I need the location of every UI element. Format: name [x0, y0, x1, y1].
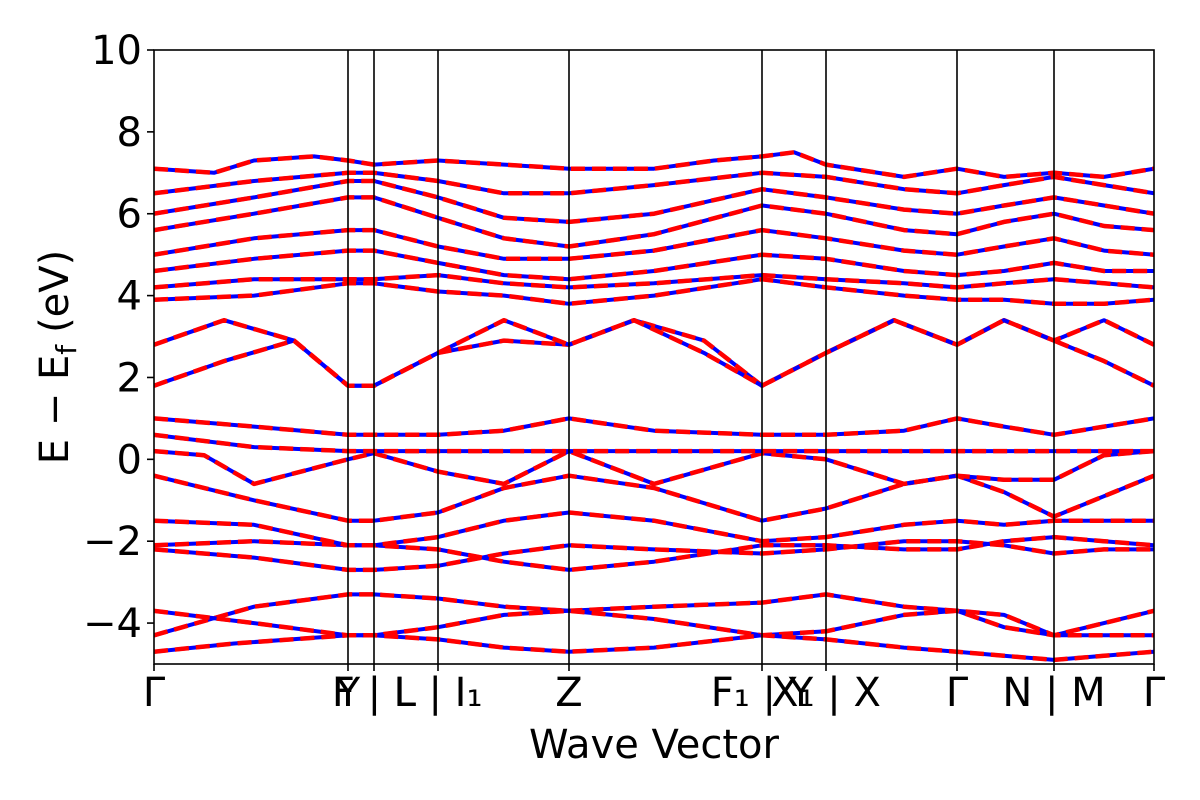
- y-axis-title: E − Ef (eV): [32, 250, 83, 465]
- x-axis-ticks: Γ YF | LL | I₁ Z F₁ | YX₁ | X Γ N | M Γ: [143, 664, 1166, 716]
- band-18-dashed: [154, 170, 1154, 196]
- band-8-dashed: [154, 432, 1154, 454]
- y-axis-title-unit: (eV): [32, 250, 78, 333]
- x-tick-label: Γ: [946, 670, 969, 716]
- band-5-dashed: [154, 510, 1154, 548]
- bands-layer: [154, 150, 1154, 663]
- band-6-dashed: [154, 473, 1154, 523]
- x-tick-label: Z: [555, 670, 582, 716]
- y-axis-ticks: −4 −2 0 2 4 6 8 10: [83, 28, 154, 647]
- x-tick-label: N | M: [1002, 670, 1105, 716]
- band-17-dashed: [154, 178, 1154, 225]
- y-tick-label: −2: [83, 519, 142, 565]
- x-tick-label: X₁ | X: [771, 670, 881, 716]
- band-9-dashed: [154, 416, 1154, 438]
- band-16-dashed: [154, 195, 1154, 249]
- plot-background: [154, 50, 1154, 664]
- y-tick-label: 4: [117, 274, 142, 320]
- band-13-dashed: [154, 276, 1154, 307]
- x-tick-label: Y: [335, 670, 361, 716]
- plot-frame: [153, 49, 1155, 665]
- x-tick-label: L | I₁: [393, 670, 482, 716]
- y-tick-label: −4: [83, 601, 142, 647]
- band-1-dashed: [154, 608, 1154, 638]
- band-7-dashed: [154, 448, 1154, 487]
- x-tick-label: F₁ | Y: [711, 670, 814, 716]
- y-axis-title-sub: f: [50, 344, 83, 355]
- band-4-dashed: [154, 534, 1154, 573]
- y-tick-label: 8: [117, 110, 142, 156]
- x-tick-label: Γ: [1143, 670, 1166, 716]
- band-11-dashed: [154, 317, 1154, 388]
- x-tick-label: Γ: [143, 670, 166, 716]
- band-15-dashed: [154, 227, 1154, 262]
- band-14-dashed: [154, 248, 1154, 282]
- band-2-dashed: [154, 633, 1154, 663]
- band-19-dashed: [154, 150, 1154, 180]
- y-tick-label: 10: [91, 28, 142, 74]
- band-12-dashed: [154, 272, 1154, 290]
- y-axis-title-main: E − E: [32, 355, 78, 465]
- x-tick-label: F | L: [332, 670, 417, 716]
- x-axis-title: Wave Vector: [529, 722, 780, 768]
- y-tick-label: 2: [117, 355, 142, 401]
- y-tick-label: 6: [117, 192, 142, 238]
- high-symmetry-lines: [347, 50, 1055, 664]
- band-0-dashed: [154, 592, 1154, 638]
- y-tick-label: 0: [117, 437, 142, 483]
- band-10-dashed: [154, 317, 1154, 388]
